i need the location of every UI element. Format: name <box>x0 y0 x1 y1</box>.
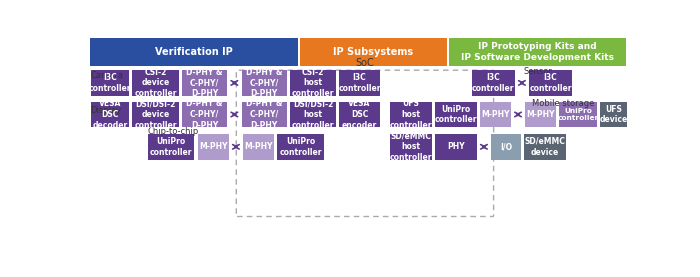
Bar <box>449 38 626 66</box>
Text: D-PHY &
C-PHY/
D-PHY: D-PHY & C-PHY/ D-PHY <box>246 99 283 130</box>
Text: UniPro
controller: UniPro controller <box>435 105 477 124</box>
FancyBboxPatch shape <box>290 102 336 127</box>
FancyBboxPatch shape <box>340 102 379 127</box>
Text: CSI-2
device
controller: CSI-2 device controller <box>134 68 177 98</box>
Text: PHY: PHY <box>447 142 464 151</box>
FancyBboxPatch shape <box>491 134 521 160</box>
Text: UniPro
controller: UniPro controller <box>279 137 322 157</box>
Text: Mobile storage: Mobile storage <box>533 99 595 108</box>
FancyBboxPatch shape <box>132 102 179 127</box>
Text: SoC: SoC <box>356 58 375 68</box>
FancyBboxPatch shape <box>390 102 432 127</box>
Text: I3C
controller: I3C controller <box>89 73 131 93</box>
Text: I3C
controller: I3C controller <box>338 73 381 93</box>
FancyBboxPatch shape <box>132 70 179 96</box>
FancyBboxPatch shape <box>480 102 511 127</box>
FancyBboxPatch shape <box>277 134 324 160</box>
FancyBboxPatch shape <box>390 134 432 160</box>
Text: I3C
controller: I3C controller <box>529 73 572 93</box>
FancyBboxPatch shape <box>435 134 477 160</box>
FancyBboxPatch shape <box>148 134 195 160</box>
Text: SD/eMMC
host
controller: SD/eMMC host controller <box>389 132 432 162</box>
Text: Display: Display <box>90 106 122 115</box>
FancyBboxPatch shape <box>559 102 596 127</box>
FancyBboxPatch shape <box>244 134 274 160</box>
FancyBboxPatch shape <box>526 102 557 127</box>
Text: UFS
host
controller: UFS host controller <box>389 99 432 130</box>
Text: M-PHY: M-PHY <box>199 142 228 151</box>
FancyBboxPatch shape <box>241 70 287 96</box>
Text: Sensor: Sensor <box>523 67 552 76</box>
FancyBboxPatch shape <box>90 70 130 96</box>
Text: VESA
DSC
decoder: VESA DSC decoder <box>92 99 127 130</box>
Bar <box>300 38 447 66</box>
FancyBboxPatch shape <box>290 70 336 96</box>
FancyBboxPatch shape <box>197 134 228 160</box>
Text: IP Prototyping Kits and
IP Software Development Kits: IP Prototyping Kits and IP Software Deve… <box>461 42 615 62</box>
Text: VESA
DSC
encoder: VESA DSC encoder <box>342 99 377 130</box>
FancyBboxPatch shape <box>241 102 287 127</box>
FancyBboxPatch shape <box>340 70 379 96</box>
Text: I3C
controller: I3C controller <box>472 73 514 93</box>
Text: UFS
device: UFS device <box>599 105 627 124</box>
Text: Camera: Camera <box>90 71 124 80</box>
Text: DSI/DSI-2
host
controller: DSI/DSI-2 host controller <box>292 99 335 130</box>
FancyBboxPatch shape <box>90 102 130 127</box>
Text: D-PHY &
C-PHY/
D-PHY: D-PHY & C-PHY/ D-PHY <box>186 68 223 98</box>
Text: D-PHY &
C-PHY/
D-PHY: D-PHY & C-PHY/ D-PHY <box>246 68 283 98</box>
Text: CSI-2
host
controller: CSI-2 host controller <box>292 68 335 98</box>
Text: UniPro
controller: UniPro controller <box>557 108 598 121</box>
FancyBboxPatch shape <box>182 102 227 127</box>
Text: I/O: I/O <box>500 142 512 151</box>
Text: IP Subsystems: IP Subsystems <box>333 47 414 57</box>
Text: M-PHY: M-PHY <box>244 142 273 151</box>
FancyBboxPatch shape <box>524 134 566 160</box>
FancyBboxPatch shape <box>600 102 627 127</box>
FancyBboxPatch shape <box>435 102 477 127</box>
Text: M-PHY: M-PHY <box>526 110 555 119</box>
Text: M-PHY: M-PHY <box>481 110 510 119</box>
FancyBboxPatch shape <box>529 70 572 96</box>
Text: DSI/DSI-2
device
controller: DSI/DSI-2 device controller <box>134 99 177 130</box>
Text: UniPro
controller: UniPro controller <box>150 137 192 157</box>
FancyBboxPatch shape <box>472 70 514 96</box>
Text: Chip-to-chip: Chip-to-chip <box>148 127 199 136</box>
FancyBboxPatch shape <box>182 70 227 96</box>
Text: Verification IP: Verification IP <box>155 47 232 57</box>
Bar <box>90 38 298 66</box>
Text: D-PHY &
C-PHY/
D-PHY: D-PHY & C-PHY/ D-PHY <box>186 99 223 130</box>
Text: SD/eMMC
device: SD/eMMC device <box>525 137 566 157</box>
